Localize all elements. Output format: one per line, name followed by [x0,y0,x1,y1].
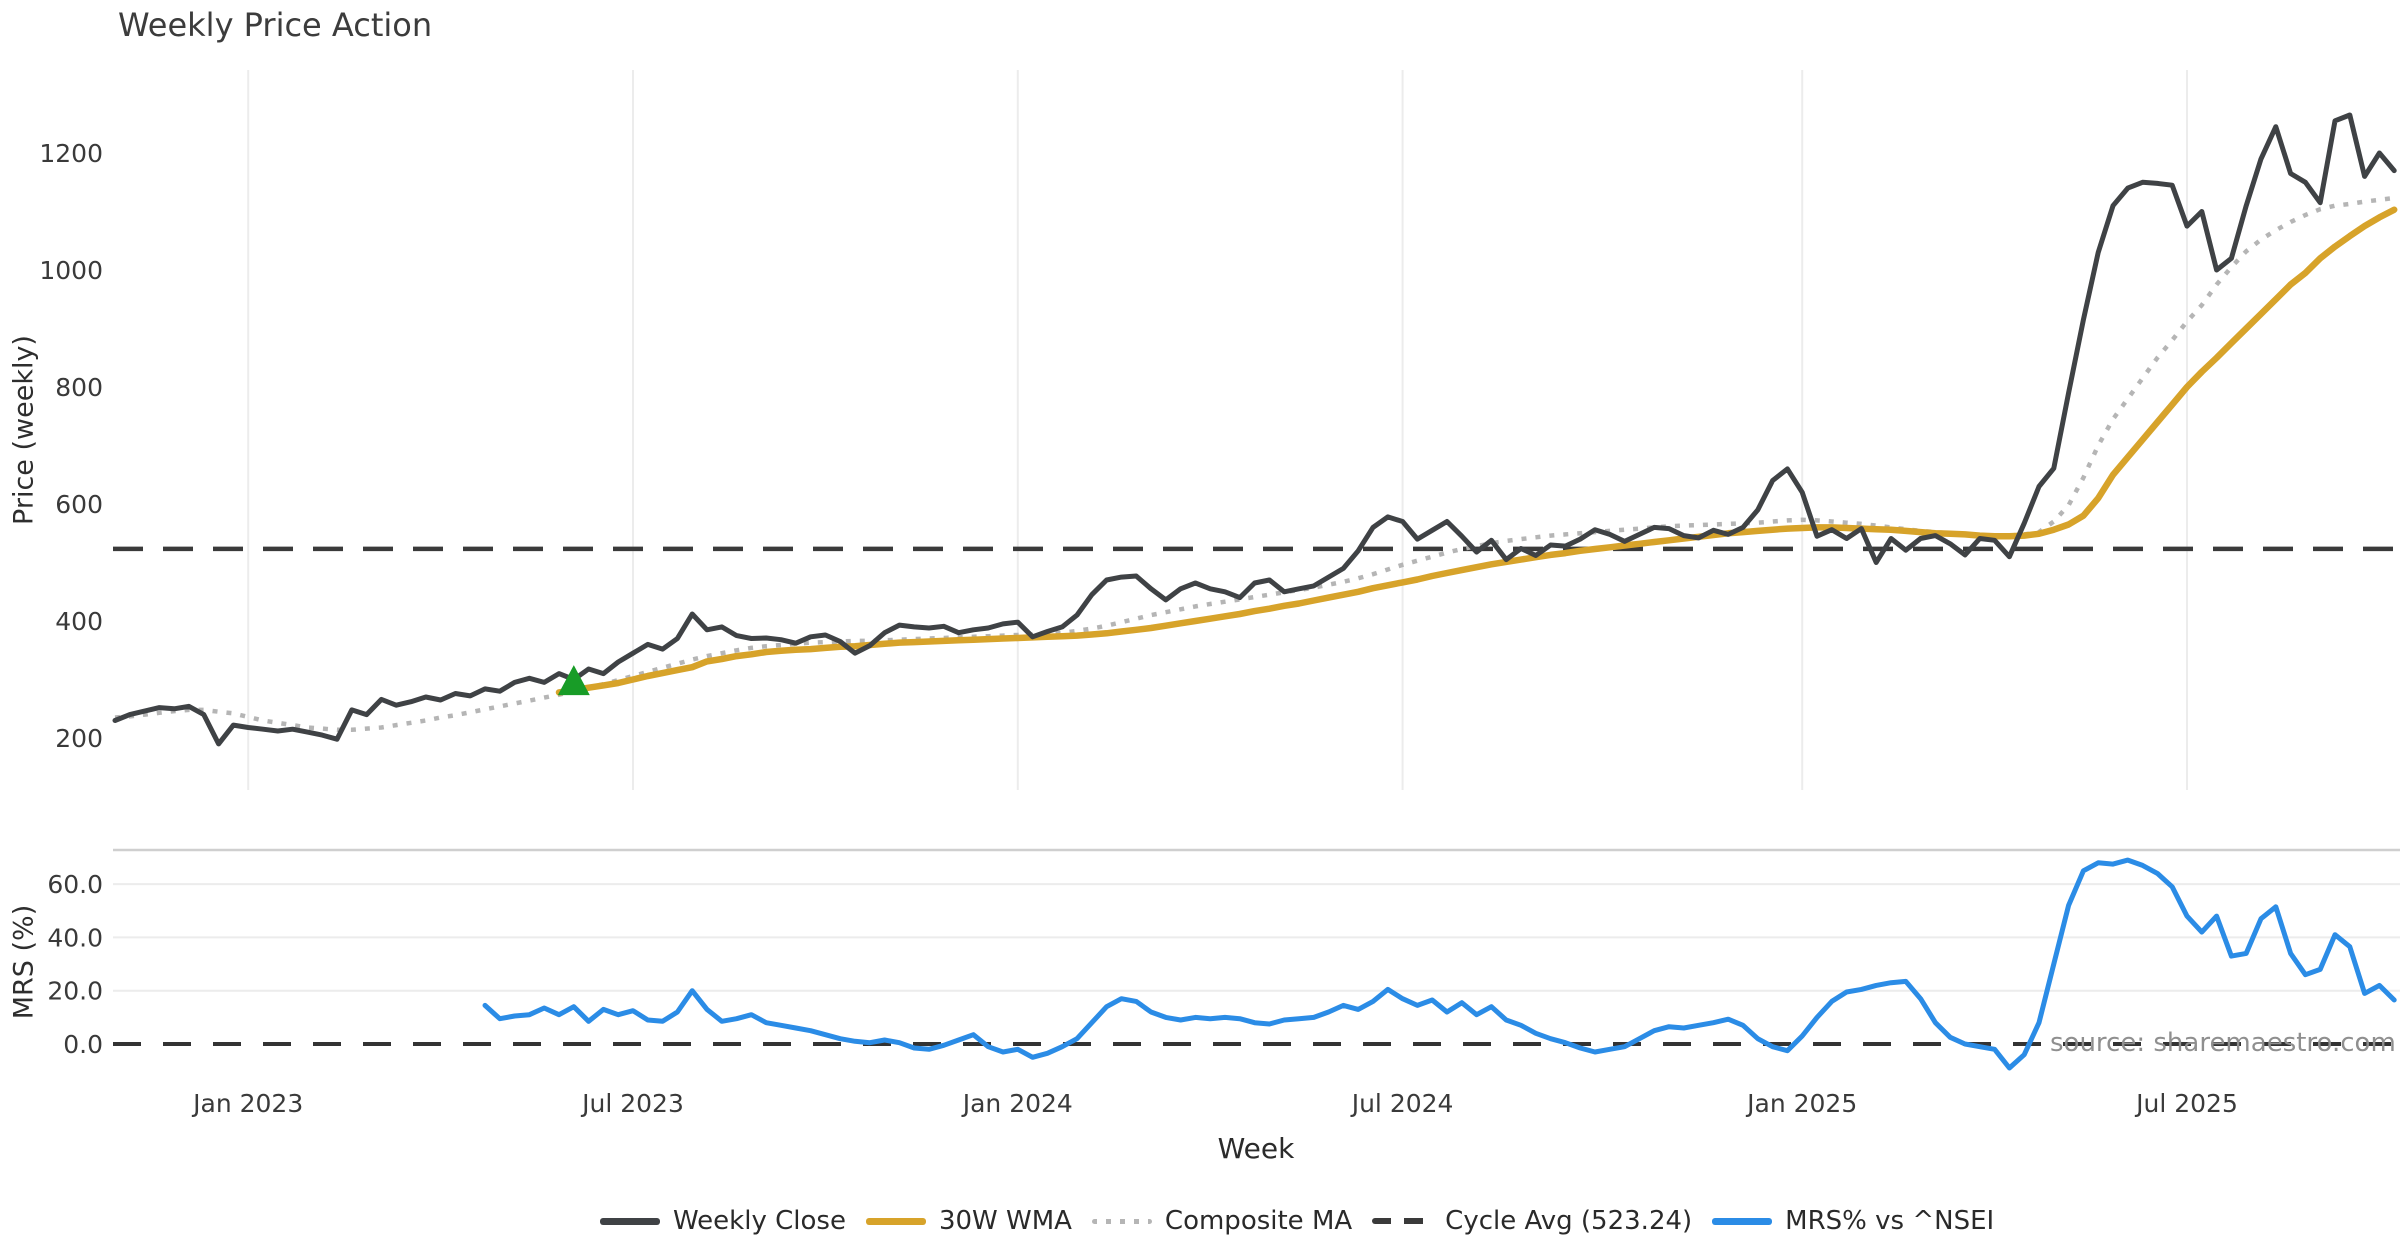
price-tick-label-1: 400 [55,607,103,636]
weekly-close-line [112,112,2397,747]
legend-label: MRS% vs ^NSEI [1785,1206,1995,1236]
x-tick-label-3: Jul 2024 [1350,1089,1454,1118]
mrs-tick-label-1: 20.0 [47,977,103,1006]
buy-signal-triangle-icon [557,665,590,696]
legend-label: 30W WMA [938,1206,1072,1236]
x-tick-label-4: Jan 2025 [1745,1089,1857,1118]
legend-label: Weekly Close [673,1206,846,1236]
legend-item-4: MRS% vs ^NSEI [1712,1206,1994,1236]
source-note: source: sharemaestro.com [2050,1028,2396,1058]
legend-item-1: 30W WMA [865,1206,1072,1236]
x-tick-label-0: Jan 2023 [191,1089,303,1118]
mrs-axis-label: MRS (%) [8,904,40,1020]
legend-label: Cycle Avg (523.24) [1445,1206,1693,1236]
mrs-tick-label-0: 0.0 [63,1030,103,1059]
legend-swatch-solid-icon [865,1217,926,1225]
price-tick-label-5: 1200 [39,139,103,168]
legend-item-2: Composite MA [1091,1206,1353,1236]
legend-swatch-dotted-icon [1091,1218,1152,1224]
price-tick-label-4: 1000 [39,256,103,285]
legend-swatch-dashed-icon [1372,1218,1433,1224]
wma-30w-line [555,206,2398,696]
price-tick-label-2: 600 [55,490,103,519]
legend-label: Composite MA [1164,1206,1353,1236]
legend: Weekly Close 30W WMA Composite MA Cycle Avg… [600,1206,1994,1236]
legend-swatch-solid-icon [1712,1217,1773,1225]
chart-title: Weekly Price Action [118,6,433,44]
x-tick-label-5: Jul 2025 [2134,1089,2238,1118]
mrs-tick-label-3: 60.0 [47,870,103,899]
price-tick-label-3: 800 [55,373,103,402]
x-tick-label-2: Jan 2024 [961,1089,1073,1118]
legend-item-3: Cycle Avg (523.24) [1372,1206,1692,1236]
x-axis-label: Week [1217,1132,1295,1165]
mrs-tick-label-2: 40.0 [47,923,103,952]
price-tick-label-0: 200 [55,724,103,753]
legend-swatch-solid-icon [600,1217,660,1225]
x-tick-label-1: Jul 2023 [580,1089,684,1118]
legend-item-0: Weekly Close [600,1206,846,1236]
mrs-line [482,857,2397,1071]
price-axis-label: Price (weekly) [8,335,40,525]
